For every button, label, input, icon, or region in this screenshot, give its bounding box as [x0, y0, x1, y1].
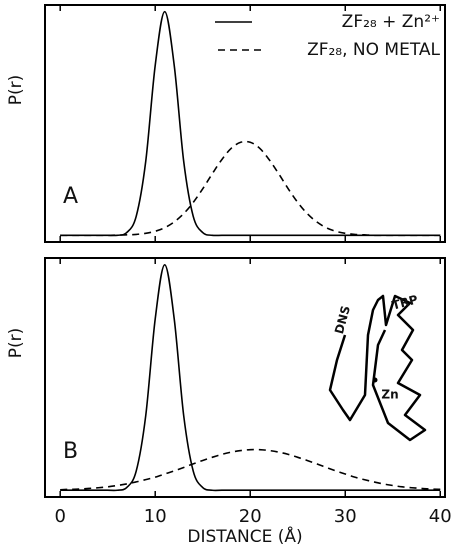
panel-label: B	[63, 439, 78, 464]
panel-label: A	[63, 184, 78, 209]
y-axis-label: P(r)	[6, 75, 26, 106]
inset-label: DNS	[332, 304, 353, 335]
x-tick-label: 0	[54, 506, 65, 527]
curve	[60, 448, 441, 491]
inset-label: TRP	[390, 292, 419, 312]
inset-label: Zn	[381, 388, 398, 402]
plot-frame	[44, 4, 446, 243]
legend-label: ZF₂₈, NO METAL	[307, 40, 440, 60]
x-tick-label: 10	[144, 506, 167, 527]
y-axis-label: P(r)	[6, 328, 26, 359]
curve	[60, 263, 441, 492]
curve	[60, 140, 441, 237]
zn-dot	[372, 377, 378, 383]
inset-structure	[328, 294, 427, 442]
x-axis-label: DISTANCE (Å)	[187, 525, 302, 544]
x-tick-label: 30	[334, 506, 357, 527]
x-tick-label: 40	[429, 506, 452, 527]
plot-frame	[44, 257, 446, 498]
legend-label: ZF₂₈ + Zn²⁺	[342, 12, 440, 32]
x-tick-label: 20	[239, 506, 262, 527]
